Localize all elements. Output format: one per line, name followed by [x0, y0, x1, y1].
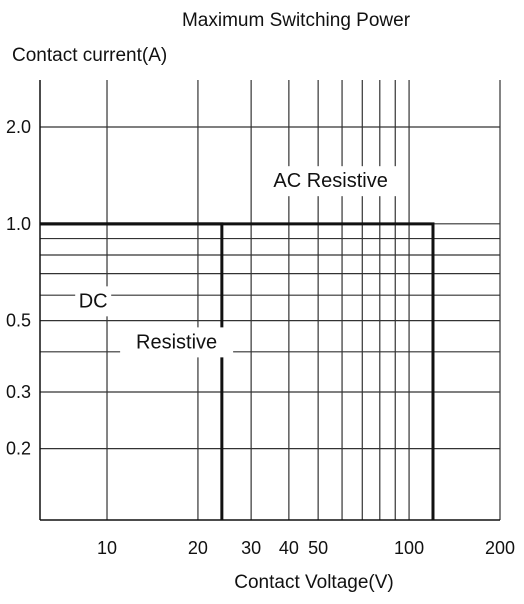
annotations: AC Resistive DC Resistive [75, 166, 404, 358]
chart-title: Maximum Switching Power [182, 10, 411, 31]
label-backdrop [257, 166, 404, 197]
x-axis-label: Contact Voltage(V) [234, 572, 393, 593]
annotation-label: DC [79, 290, 108, 312]
x-tick-label: 30 [241, 538, 261, 558]
tick-labels: 10 20 30 40 50 100 200 0.2 0.3 0.5 1.0 2.0 [6, 117, 515, 558]
y-axis-label: Contact current(A) [12, 45, 167, 66]
label-backdrop [120, 327, 234, 358]
grid [40, 80, 501, 520]
ac-resistive-line [40, 222, 435, 520]
x-tick-label: 40 [279, 538, 299, 558]
y-tick-label: 1.0 [6, 214, 31, 234]
annotation-label: Resistive [136, 331, 217, 353]
x-tick-label: 50 [308, 538, 328, 558]
y-tick-label: 0.3 [6, 382, 31, 402]
x-tick-label: 200 [485, 538, 515, 558]
dc-resistive-line [40, 222, 224, 520]
axes [39, 80, 500, 521]
x-tick-label: 20 [188, 538, 208, 558]
y-tick-label: 2.0 [6, 117, 31, 137]
x-tick-label: 100 [394, 538, 424, 558]
x-tick-label: 10 [97, 538, 117, 558]
series-lines [40, 222, 435, 520]
annotation-label: AC Resistive [273, 170, 387, 192]
y-tick-label: 0.2 [6, 439, 31, 459]
y-tick-label: 0.5 [6, 311, 31, 331]
label-backdrop [75, 286, 112, 317]
